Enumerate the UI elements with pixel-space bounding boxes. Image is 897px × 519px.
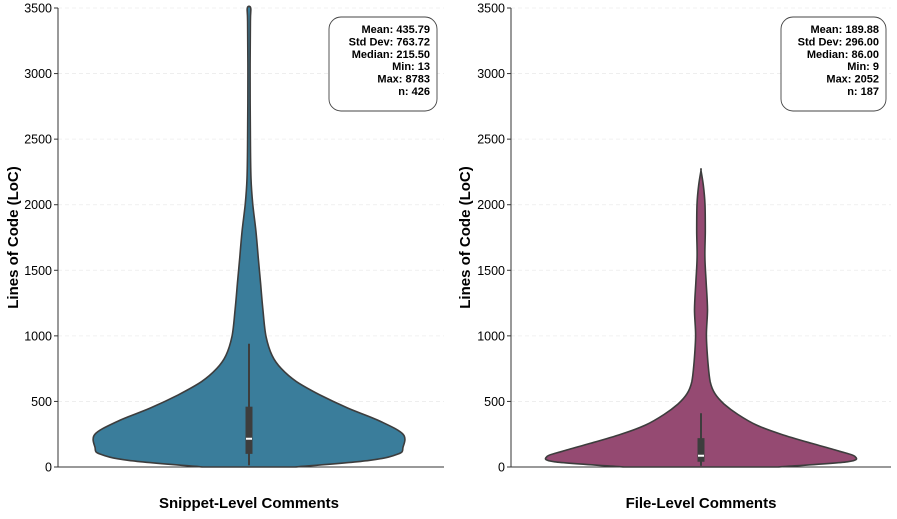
stats-box [328,16,438,112]
stats-line: Std Dev: 763.72 [349,36,430,48]
violin-iqr-box [697,438,705,462]
stats-line: Max: 2052 [826,74,879,86]
stats-line: Mean: 189.88 [811,24,879,36]
y-axis-title: Lines of Code (LoC) [457,166,474,309]
stats-line: Median: 215.50 [352,49,430,61]
stats-line: Median: 86.00 [807,49,879,61]
y-tick-label: 3500 [477,2,505,16]
stats-line: n: 426 [398,86,430,98]
y-tick-label: 500 [31,395,52,409]
x-axis-title: File-Level Comments [626,495,777,512]
y-tick-label: 500 [484,395,505,409]
y-tick-label: 2500 [477,133,505,147]
stats-line: Max: 8783 [377,74,430,86]
stats-line: Min: 13 [392,61,430,73]
y-tick-label: 3500 [24,2,52,16]
stats-box [780,16,887,112]
x-axis-title: Snippet-Level Comments [159,495,339,512]
stats-line: Min: 9 [847,61,879,73]
stats-line: n: 187 [847,86,879,98]
violin-body [92,5,406,468]
chart-panel-1: 0 500 1000 1500 2000 2500 3000 3500 Mean: 435.79… [5,2,444,512]
stats-line: Std Dev: 296.00 [798,36,879,48]
y-axis-title: Lines of Code (LoC) [5,166,22,309]
y-tick-label: 0 [45,461,52,475]
y-tick-label: 2500 [24,133,52,147]
violin-body [544,167,858,468]
y-tick-label: 1000 [24,329,52,343]
y-tick-label: 1000 [477,329,505,343]
chart-panel-2: 0 500 1000 1500 2000 2500 3000 3500 Mean: 189.88… [457,2,891,512]
y-tick-label: 0 [498,461,505,475]
y-tick-label: 2000 [24,198,52,212]
y-tick-label: 1500 [24,264,52,278]
stats-line: Mean: 435.79 [362,24,430,36]
y-tick-label: 3000 [477,67,505,81]
y-tick-label: 3000 [24,67,52,81]
y-tick-label: 1500 [477,264,505,278]
violin-iqr-box [245,406,253,454]
y-tick-label: 2000 [477,198,505,212]
